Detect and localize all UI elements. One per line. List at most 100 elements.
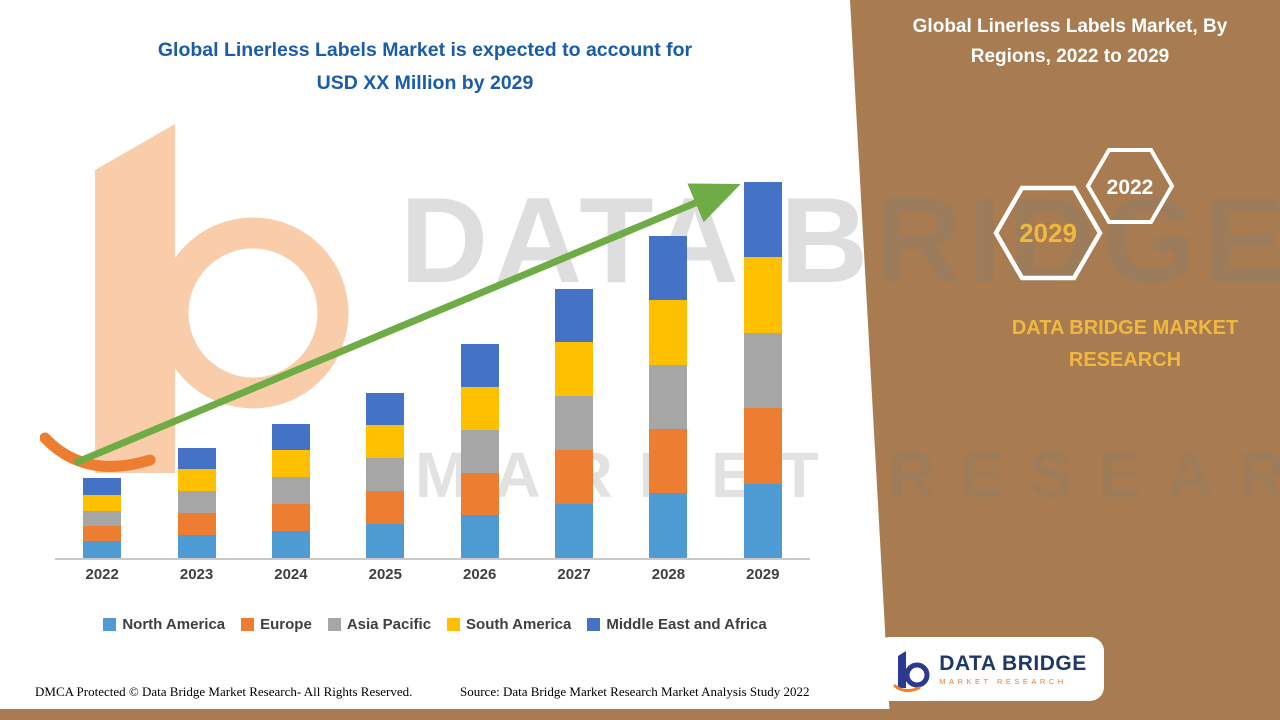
side-panel-title: Global Linerless Labels Market, By Regio… bbox=[912, 16, 1228, 67]
bar-2022-segment-middle-east-and-africa bbox=[83, 478, 122, 495]
bar-2024-segment-europe bbox=[271, 504, 310, 531]
x-axis-label-2026: 2026 bbox=[463, 566, 497, 583]
bar-2029-segment-north-america bbox=[743, 484, 782, 558]
data-bridge-b-logo-watermark-icon bbox=[40, 124, 349, 473]
bar-2026-segment-europe bbox=[460, 473, 499, 515]
hexagon-2029-label: 2029 bbox=[1019, 218, 1077, 248]
side-panel-brand-text: DATA BRIDGE MARKET RESEARCH bbox=[1011, 317, 1239, 371]
side-panel-background bbox=[850, 0, 1280, 720]
x-axis-label-2023: 2023 bbox=[179, 566, 214, 583]
legend-label-asia-pacific: Asia Pacific bbox=[346, 616, 432, 633]
bar-2029-segment-europe bbox=[743, 408, 782, 484]
legend-label-europe: Europe bbox=[260, 616, 312, 633]
bar-2027-segment-south-america bbox=[555, 342, 594, 396]
bar-2026 bbox=[460, 344, 499, 558]
legend-swatch-north-america bbox=[103, 618, 117, 631]
bar-2028-segment-middle-east-and-africa bbox=[649, 236, 688, 300]
x-axis-label-2029: 2029 bbox=[746, 566, 780, 583]
bar-2023-segment-europe bbox=[177, 513, 216, 535]
data-bridge-logo-icon bbox=[893, 651, 930, 692]
bar-2023-segment-north-america bbox=[177, 535, 216, 558]
watermark-text-line1: DATA BRIDGE bbox=[400, 172, 1280, 308]
data-bridge-logo-card: DATA BRIDGE MARKET RESEARCH bbox=[876, 637, 1104, 701]
bar-2026-segment-asia-pacific bbox=[460, 430, 499, 473]
legend-label-north-america: North America bbox=[122, 616, 226, 633]
bar-2028 bbox=[649, 236, 688, 558]
x-axis-labels: 2022 2023 2024 2025 2026 2027 2028 2029 bbox=[55, 566, 810, 583]
legend-item-middle-east-and-africa: Middle East and Africa bbox=[587, 616, 767, 633]
x-axis-label-2028: 2028 bbox=[651, 566, 686, 583]
bar-2024-segment-south-america bbox=[271, 450, 310, 477]
bar-2022 bbox=[83, 478, 122, 558]
b-logo-stem bbox=[95, 124, 175, 473]
bar-2028-segment-north-america bbox=[649, 493, 688, 558]
bar-2024-segment-asia-pacific bbox=[271, 477, 310, 504]
b-logo-swoosh bbox=[40, 432, 156, 472]
bar-2025-segment-north-america bbox=[366, 524, 405, 558]
legend-item-north-america: North America bbox=[103, 616, 225, 633]
bar-2027-segment-middle-east-and-africa bbox=[555, 289, 594, 342]
chart-legend: North America Europe Asia Pacific South Ame… bbox=[45, 616, 825, 633]
bar-2025 bbox=[366, 393, 405, 558]
bar-2025-segment-europe bbox=[366, 491, 405, 524]
bar-2023 bbox=[177, 448, 216, 558]
bar-2024-segment-middle-east-and-africa bbox=[271, 424, 310, 450]
bar-chart-plot-area bbox=[55, 182, 810, 560]
legend-label-south-america: South America bbox=[466, 616, 572, 633]
bar-2023-segment-middle-east-and-africa bbox=[177, 448, 216, 469]
legend-swatch-middle-east-and-africa bbox=[587, 618, 601, 631]
bar-2022-segment-north-america bbox=[83, 541, 122, 558]
logo-card-text: DATA BRIDGE MARKET RESEARCH bbox=[939, 651, 1087, 686]
legend-item-south-america: South America bbox=[447, 616, 571, 633]
hexagon-2029-icon bbox=[993, 185, 1103, 281]
bar-2026-segment-middle-east-and-africa bbox=[460, 344, 499, 387]
b-logo-bowl bbox=[157, 217, 349, 409]
legend-swatch-south-america bbox=[447, 618, 461, 631]
logo-card-tagline: MARKET RESEARCH bbox=[939, 676, 1067, 686]
bar-2028-segment-asia-pacific bbox=[649, 365, 688, 429]
bottom-accent-strip bbox=[0, 709, 1280, 720]
chart-title-line2: USD XX Million by 2029 bbox=[316, 72, 534, 94]
hexagon-2022-label: 2022 bbox=[1107, 176, 1154, 199]
bar-2024 bbox=[271, 424, 310, 558]
bar-2027-segment-europe bbox=[555, 450, 594, 504]
logo-card-brand: DATA BRIDGE bbox=[939, 651, 1087, 675]
x-axis-label-2027: 2027 bbox=[557, 566, 591, 583]
bar-2026-segment-south-america bbox=[460, 387, 499, 430]
bar-2025-segment-asia-pacific bbox=[366, 458, 405, 491]
bar-2025-segment-south-america bbox=[366, 425, 405, 458]
bar-2022-segment-europe bbox=[83, 526, 122, 541]
bar-2023-segment-asia-pacific bbox=[177, 491, 216, 513]
bar-2025-segment-middle-east-and-africa bbox=[366, 393, 405, 425]
x-axis-label-2024: 2024 bbox=[274, 566, 308, 583]
x-axis-label-2022: 2022 bbox=[85, 566, 119, 583]
trend-arrow-icon bbox=[73, 183, 741, 467]
legend-item-asia-pacific: Asia Pacific bbox=[327, 616, 432, 633]
bar-2027-segment-asia-pacific bbox=[555, 396, 594, 450]
legend-label-middle-east-and-africa: Middle East and Africa bbox=[606, 616, 767, 633]
bar-2027 bbox=[555, 289, 594, 558]
bar-2022-segment-south-america bbox=[83, 495, 122, 511]
bar-2028-segment-europe bbox=[649, 429, 688, 493]
footer-dmca-text: DMCA Protected © Data Bridge Market Rese… bbox=[35, 684, 413, 699]
bar-2026-segment-north-america bbox=[460, 515, 499, 558]
legend-swatch-asia-pacific bbox=[327, 618, 341, 631]
x-axis-label-2025: 2025 bbox=[368, 566, 402, 583]
bar-2029-segment-south-america bbox=[743, 257, 782, 333]
bar-2028-segment-south-america bbox=[649, 300, 688, 365]
bar-2024-segment-north-america bbox=[271, 531, 310, 558]
bar-2029-segment-middle-east-and-africa bbox=[743, 182, 782, 257]
bar-2022-segment-asia-pacific bbox=[83, 511, 122, 526]
chart-title: Global Linerless Labels Market is expect… bbox=[110, 34, 740, 100]
bar-2029-segment-asia-pacific bbox=[743, 333, 782, 408]
chart-title-line1: Global Linerless Labels Market is expect… bbox=[157, 39, 693, 61]
bar-2023-segment-south-america bbox=[177, 469, 216, 491]
footer-source-text: Source: Data Bridge Market Research Mark… bbox=[460, 684, 810, 699]
year-hexagons: 2029 2022 bbox=[993, 148, 1175, 281]
legend-swatch-europe bbox=[241, 618, 255, 631]
hexagon-2022-icon bbox=[1085, 148, 1175, 224]
bar-2027-segment-north-america bbox=[555, 504, 594, 558]
bar-2029 bbox=[743, 182, 782, 558]
legend-item-europe: Europe bbox=[241, 616, 312, 633]
